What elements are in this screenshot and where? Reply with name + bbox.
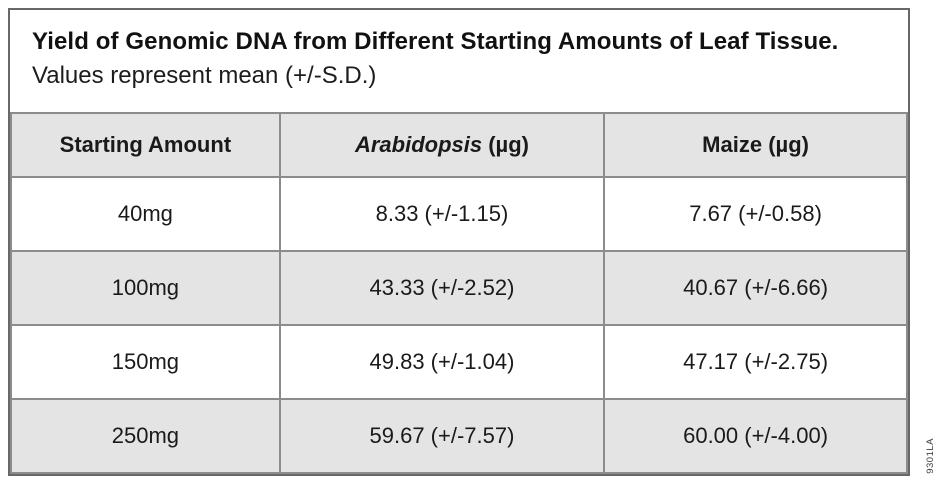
cell-maize-yield: 7.67 (+/-0.58) xyxy=(603,176,908,252)
table-row: 100mg 43.33 (+/-2.52) 40.67 (+/-6.66) xyxy=(10,250,908,326)
table-row: 250mg 59.67 (+/-7.57) 60.00 (+/-4.00) xyxy=(10,398,908,474)
cell-starting-amount: 40mg xyxy=(10,176,281,252)
column-header-maize: Maize (µg) xyxy=(603,112,908,178)
cell-starting-amount: 250mg xyxy=(10,398,281,474)
table-header-row: Starting Amount Arabidopsis (µg) Maize (… xyxy=(10,112,908,178)
cell-arabidopsis-yield: 49.83 (+/-1.04) xyxy=(278,324,606,400)
cell-arabidopsis-yield: 59.67 (+/-7.57) xyxy=(278,398,606,474)
column-header-label: Maize (µg) xyxy=(702,132,809,157)
table-row: 150mg 49.83 (+/-1.04) 47.17 (+/-2.75) xyxy=(10,324,908,400)
cell-starting-amount: 150mg xyxy=(10,324,281,400)
figure-title: Yield of Genomic DNA from Different Star… xyxy=(32,28,839,55)
figure-subtitle: Values represent mean (+/-S.D.) xyxy=(32,62,377,89)
column-header-italic-part: Arabidopsis xyxy=(354,132,483,157)
column-header-label: Starting Amount xyxy=(59,132,232,157)
cell-maize-yield: 47.17 (+/-2.75) xyxy=(603,324,908,400)
part-number-vertical-label: 9301LA xyxy=(925,438,936,474)
data-table: Starting Amount Arabidopsis (µg) Maize (… xyxy=(10,112,908,474)
cell-arabidopsis-yield: 8.33 (+/-1.15) xyxy=(278,176,606,252)
column-header-starting-amount: Starting Amount xyxy=(10,112,281,178)
column-header-label: (µg) xyxy=(482,132,529,157)
cell-arabidopsis-yield: 43.33 (+/-2.52) xyxy=(278,250,606,326)
figure-caption: Yield of Genomic DNA from Different Star… xyxy=(10,10,908,112)
table-row: 40mg 8.33 (+/-1.15) 7.67 (+/-0.58) xyxy=(10,176,908,252)
column-header-arabidopsis: Arabidopsis (µg) xyxy=(278,112,606,178)
cell-starting-amount: 100mg xyxy=(10,250,281,326)
cell-maize-yield: 40.67 (+/-6.66) xyxy=(603,250,908,326)
figure-panel: Yield of Genomic DNA from Different Star… xyxy=(8,8,910,476)
cell-maize-yield: 60.00 (+/-4.00) xyxy=(603,398,908,474)
